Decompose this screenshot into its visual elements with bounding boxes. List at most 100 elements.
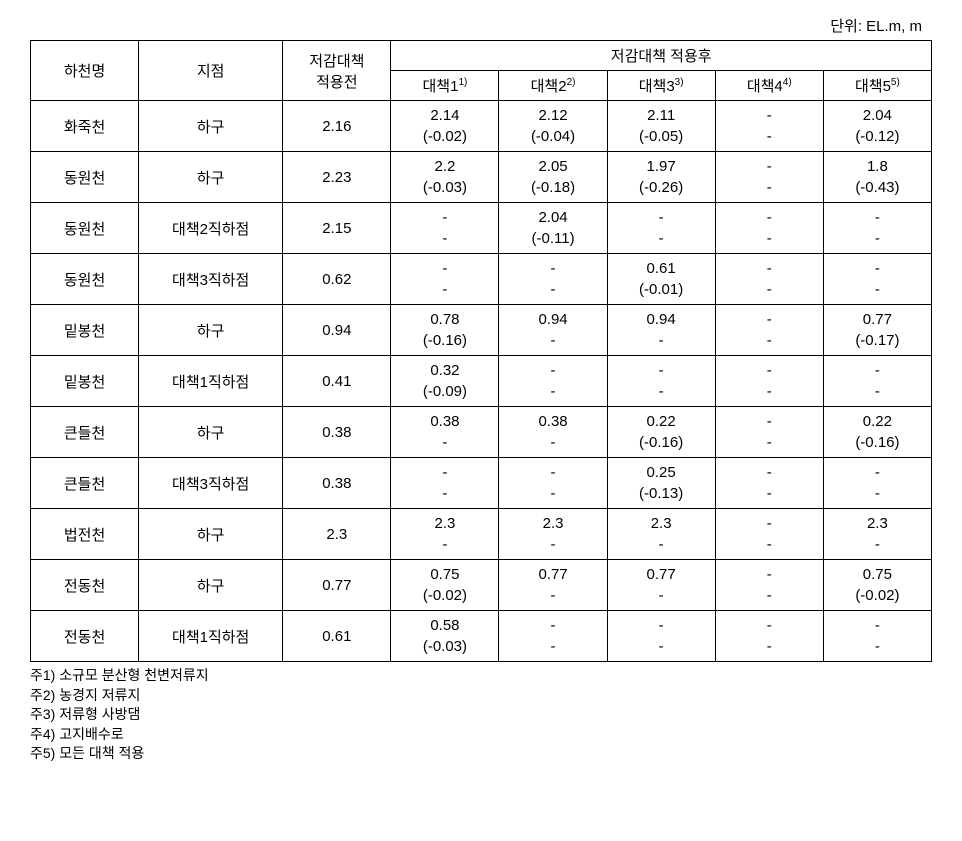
cell-river: 법전천 [31,509,139,560]
header-before: 저감대책적용전 [283,41,391,101]
header-m4: 대책44) [715,71,823,101]
header-m5: 대책55) [823,71,931,101]
header-m4-sup: 4) [783,77,792,88]
cell-m2: 2.3- [499,509,607,560]
cell-before: 0.77 [283,560,391,611]
data-table: 하천명 지점 저감대책적용전 저감대책 적용후 대책11) 대책22) 대책33… [30,40,932,662]
cell-m2: -- [499,356,607,407]
cell-river: 큰들천 [31,407,139,458]
table-row: 화죽천하구2.162.14(-0.02)2.12(-0.04)2.11(-0.0… [31,101,932,152]
cell-m4: -- [715,458,823,509]
cell-before: 0.41 [283,356,391,407]
header-m2-text: 대책2 [531,78,567,95]
cell-m1: 0.78(-0.16) [391,305,499,356]
table-row: 밑봉천하구0.940.78(-0.16)0.94-0.94---0.77(-0.… [31,305,932,356]
cell-river: 동원천 [31,152,139,203]
cell-m5: -- [823,203,931,254]
footnote-line: 주5) 모든 대책 적용 [30,744,932,764]
cell-point: 하구 [139,101,283,152]
cell-m3: 1.97(-0.26) [607,152,715,203]
cell-m5: 0.75(-0.02) [823,560,931,611]
table-row: 동원천하구2.232.2(-0.03)2.05(-0.18)1.97(-0.26… [31,152,932,203]
table-row: 법전천하구2.32.3-2.3-2.3---2.3- [31,509,932,560]
table-row: 큰들천대책3직하점0.38----0.25(-0.13)---- [31,458,932,509]
cell-m3: 0.25(-0.13) [607,458,715,509]
header-m5-text: 대책5 [855,78,891,95]
header-m1: 대책11) [391,71,499,101]
header-m1-text: 대책1 [423,78,459,95]
cell-m5: -- [823,254,931,305]
cell-before: 0.61 [283,611,391,662]
cell-m1: 2.2(-0.03) [391,152,499,203]
cell-m1: 0.58(-0.03) [391,611,499,662]
header-point: 지점 [139,41,283,101]
cell-point: 하구 [139,560,283,611]
footnotes: 주1) 소규모 분산형 천변저류지주2) 농경지 저류지주3) 저류형 사방댐주… [30,666,932,764]
cell-before: 2.23 [283,152,391,203]
cell-m1: 2.14(-0.02) [391,101,499,152]
table-row: 동원천대책3직하점0.62----0.61(-0.01)---- [31,254,932,305]
cell-m2: 2.04(-0.11) [499,203,607,254]
cell-m3: 0.61(-0.01) [607,254,715,305]
cell-m2: 2.12(-0.04) [499,101,607,152]
cell-point: 대책3직하점 [139,458,283,509]
cell-m4: -- [715,407,823,458]
cell-m3: 0.94- [607,305,715,356]
unit-label: 단위: EL.m, m [30,15,932,36]
cell-m4: -- [715,560,823,611]
cell-m5: 2.3- [823,509,931,560]
cell-m3: -- [607,356,715,407]
cell-before: 2.15 [283,203,391,254]
cell-point: 하구 [139,407,283,458]
cell-river: 전동천 [31,560,139,611]
cell-point: 대책2직하점 [139,203,283,254]
cell-m1: -- [391,458,499,509]
table-row: 전동천대책1직하점0.610.58(-0.03)-------- [31,611,932,662]
cell-m3: 2.3- [607,509,715,560]
header-m3-text: 대책3 [639,78,675,95]
cell-m3: 0.22(-0.16) [607,407,715,458]
table-row: 밑봉천대책1직하점0.410.32(-0.09)-------- [31,356,932,407]
table-row: 동원천대책2직하점2.15--2.04(-0.11)------ [31,203,932,254]
cell-m3: 0.77- [607,560,715,611]
footnote-line: 주1) 소규모 분산형 천변저류지 [30,666,932,686]
cell-m1: 2.3- [391,509,499,560]
cell-m5: -- [823,356,931,407]
header-m3-sup: 3) [675,77,684,88]
cell-point: 하구 [139,509,283,560]
cell-before: 2.16 [283,101,391,152]
cell-m2: -- [499,611,607,662]
cell-m3: -- [607,611,715,662]
cell-m3: -- [607,203,715,254]
cell-river: 밑봉천 [31,305,139,356]
cell-m2: 0.38- [499,407,607,458]
cell-m5: -- [823,611,931,662]
cell-before: 0.94 [283,305,391,356]
header-m2: 대책22) [499,71,607,101]
cell-m2: -- [499,458,607,509]
footnote-line: 주2) 농경지 저류지 [30,686,932,706]
cell-point: 하구 [139,152,283,203]
cell-m4: -- [715,611,823,662]
header-m3: 대책33) [607,71,715,101]
cell-m5: -- [823,458,931,509]
cell-m1: -- [391,254,499,305]
cell-m3: 2.11(-0.05) [607,101,715,152]
cell-m1: -- [391,203,499,254]
cell-river: 화죽천 [31,101,139,152]
cell-river: 밑봉천 [31,356,139,407]
cell-river: 동원천 [31,203,139,254]
cell-m1: 0.75(-0.02) [391,560,499,611]
cell-before: 0.62 [283,254,391,305]
header-after-group: 저감대책 적용후 [391,41,932,71]
cell-m5: 2.04(-0.12) [823,101,931,152]
cell-m1: 0.32(-0.09) [391,356,499,407]
cell-m4: -- [715,203,823,254]
cell-river: 큰들천 [31,458,139,509]
cell-m5: 1.8(-0.43) [823,152,931,203]
cell-river: 전동천 [31,611,139,662]
cell-m5: 0.77(-0.17) [823,305,931,356]
cell-m4: -- [715,509,823,560]
header-m4-text: 대책4 [747,78,783,95]
cell-m2: 2.05(-0.18) [499,152,607,203]
